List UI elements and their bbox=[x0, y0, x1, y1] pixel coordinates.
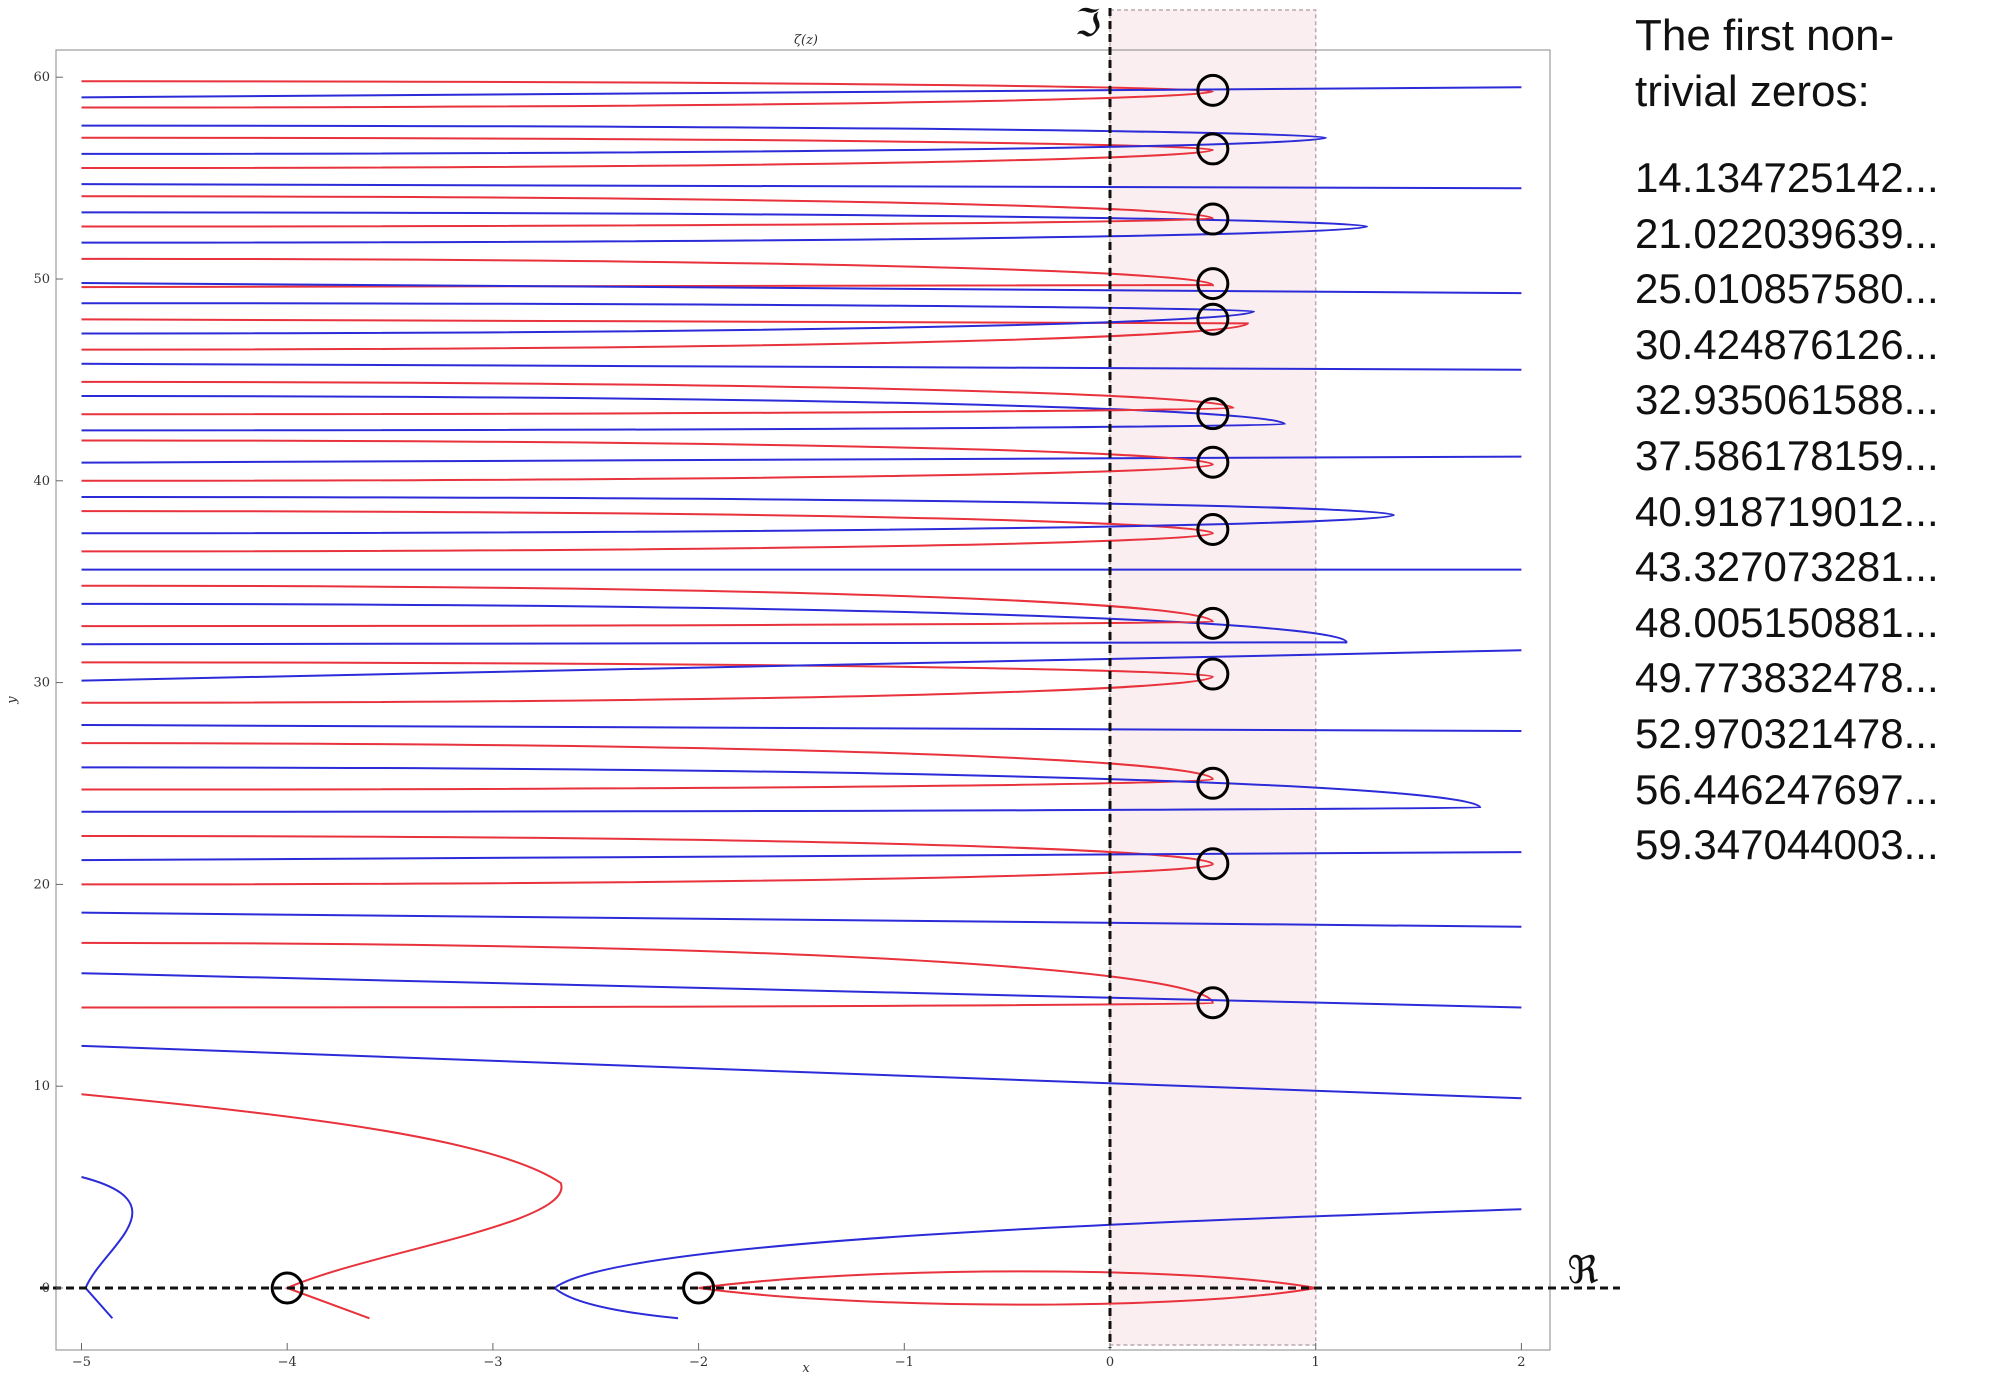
x-tick-label: −5 bbox=[72, 1355, 91, 1370]
x-tick-label: 2 bbox=[1517, 1355, 1525, 1370]
zero-value: 14.134725142... bbox=[1635, 154, 1939, 201]
zero-marker bbox=[1196, 657, 1230, 691]
y-tick-label: 40 bbox=[33, 474, 50, 489]
zero-marker bbox=[1196, 986, 1230, 1020]
zero-marker bbox=[1196, 445, 1230, 479]
zero-marker bbox=[1196, 302, 1230, 336]
zero-value: 25.010857580... bbox=[1635, 265, 1939, 313]
y-tick-label: 20 bbox=[33, 877, 50, 892]
contour-loop bbox=[81, 602, 1348, 646]
y-tick-label: 60 bbox=[33, 70, 50, 85]
plot-frame bbox=[55, 49, 1551, 1351]
contour-curve bbox=[553, 1208, 1522, 1320]
zero-value: 43.327073281... bbox=[1635, 543, 1939, 591]
contour-curve bbox=[81, 1176, 134, 1319]
contour-line bbox=[81, 911, 1522, 928]
contour-loop bbox=[81, 136, 1214, 170]
zero-marker bbox=[270, 1271, 304, 1305]
zero-value: 30.424876126... bbox=[1635, 320, 1939, 368]
contour-loop bbox=[81, 584, 1214, 628]
zero-marker bbox=[1196, 606, 1230, 640]
y-tick-label: 30 bbox=[33, 676, 50, 691]
zero-marker bbox=[1196, 766, 1230, 800]
contour-loop bbox=[81, 766, 1482, 813]
zero-value: 21.022039639... bbox=[1635, 209, 1939, 257]
axes bbox=[40, 8, 1620, 1348]
x-tick-label: 1 bbox=[1312, 1355, 1320, 1370]
real-axis-label: ℜ bbox=[1568, 1248, 1599, 1292]
x-tick-label: −3 bbox=[483, 1355, 502, 1370]
contour-line bbox=[81, 649, 1522, 682]
x-tick-label: −4 bbox=[278, 1355, 297, 1370]
contour-loop bbox=[81, 211, 1369, 244]
contour-line bbox=[81, 183, 1522, 190]
x-tick-label: −2 bbox=[689, 1355, 708, 1370]
zero-marker bbox=[1196, 202, 1230, 236]
zeros-title-line-1: The first non- bbox=[1635, 11, 1895, 60]
x-tick-label: −1 bbox=[895, 1355, 914, 1370]
y-tick-label: 50 bbox=[33, 272, 50, 287]
zero-marker bbox=[1196, 513, 1230, 547]
contour-line bbox=[81, 362, 1522, 371]
contour-curve bbox=[81, 1093, 563, 1320]
chart-title: ζ(z) bbox=[794, 33, 818, 48]
contour-loop bbox=[81, 495, 1395, 535]
contour-loop bbox=[81, 661, 1214, 704]
zero-marker bbox=[1196, 73, 1230, 107]
zeros-panel: The first non- trivial zeros: 14.1347251… bbox=[1635, 8, 1995, 873]
contour-line bbox=[81, 1044, 1522, 1100]
zero-value: 59.347044003... bbox=[1635, 821, 1939, 869]
zero-marker bbox=[1196, 267, 1230, 301]
zero-marker bbox=[1196, 397, 1230, 431]
zero-value: 32.935061588... bbox=[1635, 376, 1939, 424]
x-tick-label: 0 bbox=[1106, 1355, 1114, 1370]
contour-curves bbox=[81, 80, 1522, 1320]
contour-loop bbox=[81, 195, 1214, 228]
contour-loop bbox=[81, 439, 1214, 482]
zeros-list: 14.134725142... 21.022039639... 25.01085… bbox=[1635, 150, 1995, 873]
contour-loop bbox=[81, 380, 1235, 416]
contour-loop bbox=[81, 257, 1214, 289]
contour-loop bbox=[81, 941, 1214, 1009]
contour-line bbox=[81, 723, 1522, 733]
zero-marker bbox=[1196, 847, 1230, 881]
contour-loop bbox=[81, 395, 1286, 432]
y-axis-title: y bbox=[5, 696, 20, 705]
zeros-title-line-2: trivial zeros: bbox=[1635, 67, 1870, 116]
contour-loop bbox=[81, 834, 1214, 886]
contour-loop bbox=[81, 510, 1214, 553]
zero-value: 37.586178159... bbox=[1635, 431, 1939, 479]
contour-loop bbox=[81, 302, 1255, 335]
contour-loop bbox=[81, 124, 1327, 155]
contour-line bbox=[81, 282, 1522, 295]
zero-value: 40.918719012... bbox=[1635, 487, 1939, 535]
contour-loop bbox=[81, 742, 1214, 791]
zero-value: 48.005150881... bbox=[1635, 598, 1939, 646]
y-tick-label: 10 bbox=[33, 1079, 50, 1094]
contour-line bbox=[81, 86, 1522, 99]
contour-line bbox=[81, 972, 1522, 1009]
zero-marker bbox=[682, 1271, 716, 1305]
zero-value: 49.773832478... bbox=[1635, 654, 1939, 702]
zero-value: 52.970321478... bbox=[1635, 709, 1939, 757]
contour-loop bbox=[81, 80, 1214, 109]
y-tick-label: 0 bbox=[42, 1281, 50, 1296]
zero-marker bbox=[1196, 132, 1230, 166]
contour-line bbox=[81, 455, 1522, 464]
zero-markers bbox=[270, 73, 1230, 1305]
contour-line bbox=[81, 851, 1522, 862]
zero-value: 56.446247697... bbox=[1635, 765, 1939, 813]
imaginary-axis-label: ℑ bbox=[1075, 1, 1102, 45]
x-axis-title: x bbox=[802, 1361, 810, 1376]
